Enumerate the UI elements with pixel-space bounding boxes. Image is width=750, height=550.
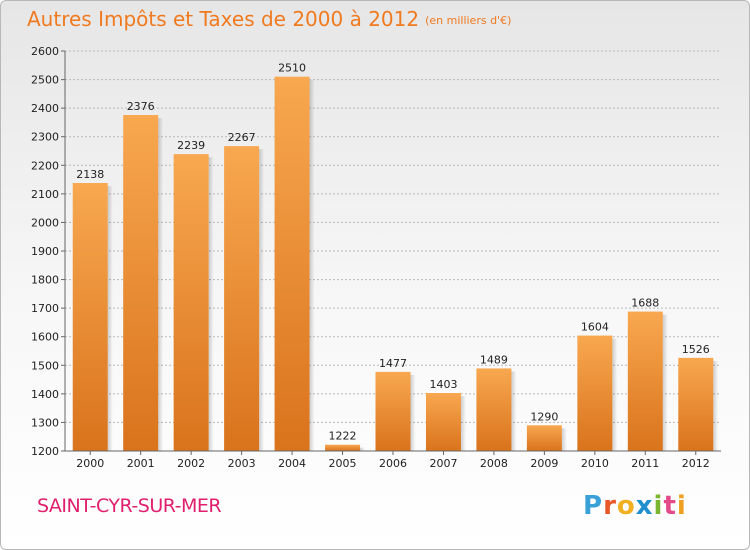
logo-letter: P [583, 491, 604, 521]
data-label: 1222 [329, 430, 357, 443]
bar-2006 [375, 371, 411, 451]
y-tick-label: 1700 [31, 302, 59, 315]
logo-letter: t [663, 491, 677, 521]
x-tick-label: 2002 [177, 457, 205, 470]
axes: 1200 1300 1400 1500 1600 1700 1800 1900 2000 2100… [31, 45, 721, 470]
y-tick-label: 2500 [31, 74, 59, 87]
city-name: SAINT-CYR-SUR-MER [37, 495, 222, 517]
x-tick-label: 2001 [127, 457, 155, 470]
y-tick-label: 1500 [31, 359, 59, 372]
x-tick-label: 2007 [429, 457, 457, 470]
data-label: 2376 [127, 100, 155, 113]
bar-2003 [224, 146, 260, 451]
chart-title: Autres Impôts et Taxes de 2000 à 2012 (en… [27, 7, 511, 31]
data-label: 1688 [631, 297, 659, 310]
y-tick-label: 1400 [31, 388, 59, 401]
bar-2010 [577, 335, 613, 451]
data-labels: 2138 2376 2239 2267 2510 1222 1477 1403 1489 1290… [76, 62, 710, 443]
x-tick-label: 2005 [329, 457, 357, 470]
data-label: 2138 [76, 168, 104, 181]
data-label: 2267 [228, 131, 256, 144]
y-tick-label: 2600 [31, 45, 59, 58]
bar-shadow [561, 428, 567, 451]
x-tick-label: 2012 [682, 457, 710, 470]
bar-2012 [678, 357, 714, 451]
x-tick-label: 2004 [278, 457, 306, 470]
x-tick-label: 2011 [631, 457, 659, 470]
logo-letter: x [635, 491, 654, 521]
data-label: 1604 [581, 321, 609, 334]
y-tick-label: 1200 [31, 445, 59, 458]
y-tick-label: 1900 [31, 245, 59, 258]
y-tick-label: 1300 [31, 416, 59, 429]
chart-unit: (en milliers d'€) [425, 14, 512, 27]
bar-shadow [208, 157, 214, 451]
bar-2009 [526, 425, 562, 451]
data-label: 2510 [278, 62, 306, 75]
data-label: 1489 [480, 353, 508, 366]
bar-shadow [360, 447, 366, 451]
bar-2008 [476, 368, 512, 451]
bar-2005 [325, 444, 361, 451]
y-tick-label: 2400 [31, 102, 59, 115]
logo-letter: r [603, 491, 617, 521]
bar-shadow [107, 186, 113, 451]
bar-2011 [627, 311, 663, 451]
bar-shadow [713, 360, 719, 451]
x-tick-label: 2008 [480, 457, 508, 470]
bar-shadow [259, 149, 265, 451]
bars [72, 76, 719, 451]
y-tick-label: 1800 [31, 274, 59, 287]
proxiti-logo: Proxiti [583, 491, 687, 521]
logo-letter: o [616, 491, 636, 521]
y-tick-label: 2300 [31, 131, 59, 144]
x-tick-label: 2006 [379, 457, 407, 470]
logo-letter: i [676, 491, 687, 521]
y-tick-label: 2200 [31, 159, 59, 172]
bar-shadow [410, 374, 416, 451]
bar-shadow [662, 314, 668, 451]
data-label: 1403 [429, 378, 457, 391]
x-tick-label: 2000 [76, 457, 104, 470]
bar-2004 [274, 76, 310, 451]
chart-title-text: Autres Impôts et Taxes de 2000 à 2012 [27, 7, 420, 31]
bar-shadow [460, 396, 466, 451]
data-label: 1526 [682, 343, 710, 356]
bar-shadow [309, 79, 315, 451]
bar-2000 [72, 183, 108, 451]
logo-letter: i [653, 491, 664, 521]
bar-2007 [425, 393, 461, 451]
bar-2002 [173, 154, 209, 451]
data-label: 2239 [177, 139, 205, 152]
x-tick-label: 2010 [581, 457, 609, 470]
y-tick-label: 1600 [31, 331, 59, 344]
y-tick-label: 2000 [31, 216, 59, 229]
bar-shadow [158, 118, 164, 451]
y-tick-label: 2100 [31, 188, 59, 201]
data-label: 1290 [530, 410, 558, 423]
x-tick-label: 2003 [228, 457, 256, 470]
bar-2001 [123, 115, 159, 451]
x-tick-label: 2009 [530, 457, 558, 470]
bar-shadow [511, 371, 517, 451]
bar-shadow [612, 338, 618, 451]
data-label: 1477 [379, 357, 407, 370]
